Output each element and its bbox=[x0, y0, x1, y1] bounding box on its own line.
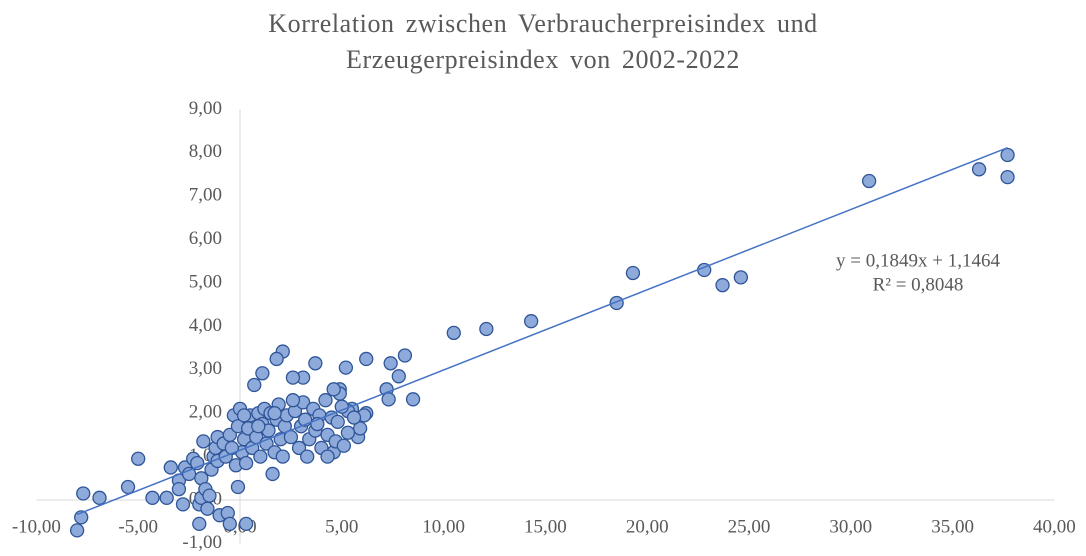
data-point bbox=[200, 501, 215, 516]
data-point bbox=[224, 440, 240, 456]
data-point bbox=[391, 369, 406, 384]
data-point bbox=[715, 278, 730, 293]
y-tick-label: 4,00 bbox=[189, 315, 222, 336]
data-point bbox=[446, 325, 461, 341]
data-point bbox=[308, 356, 323, 371]
data-point bbox=[318, 393, 333, 408]
trendline-r2: R² = 0,8048 bbox=[873, 274, 964, 295]
trendline-equation: y = 0,1849x + 1,1464 bbox=[836, 250, 1000, 271]
data-point bbox=[523, 314, 539, 329]
x-tick-label: 25,00 bbox=[728, 516, 771, 537]
data-point bbox=[131, 451, 146, 466]
data-point bbox=[238, 516, 254, 532]
data-point bbox=[625, 265, 641, 281]
data-point bbox=[238, 455, 254, 471]
data-point bbox=[120, 479, 136, 495]
y-tick-label: -1,00 bbox=[182, 532, 222, 553]
y-tick-label: 9,00 bbox=[189, 98, 222, 119]
data-point bbox=[267, 406, 282, 421]
x-tick-label: 35,00 bbox=[931, 516, 974, 537]
x-tick-label: -5,00 bbox=[118, 516, 158, 537]
data-point bbox=[275, 449, 290, 464]
x-tick-label: 20,00 bbox=[626, 516, 669, 537]
data-point bbox=[291, 440, 307, 456]
data-point bbox=[230, 479, 246, 495]
data-point bbox=[300, 449, 315, 464]
y-tick-label: 8,00 bbox=[189, 141, 222, 162]
x-tick-label: 30,00 bbox=[829, 516, 872, 537]
y-tick-label: 7,00 bbox=[189, 185, 222, 206]
data-point bbox=[222, 516, 237, 532]
x-tick-label: 40,00 bbox=[1033, 516, 1076, 537]
data-point bbox=[381, 392, 396, 407]
data-point bbox=[163, 460, 178, 475]
data-point bbox=[175, 497, 191, 512]
data-point bbox=[971, 162, 987, 177]
x-tick-label: 5,00 bbox=[325, 516, 358, 537]
data-point bbox=[236, 408, 252, 423]
data-point bbox=[255, 366, 270, 381]
data-point bbox=[192, 516, 207, 532]
data-point bbox=[340, 425, 356, 440]
data-point bbox=[334, 399, 349, 414]
data-point bbox=[196, 434, 211, 449]
data-point bbox=[247, 377, 262, 393]
data-point bbox=[861, 173, 877, 189]
data-point bbox=[269, 351, 284, 367]
data-point bbox=[479, 321, 494, 337]
y-tick-label: 2,00 bbox=[189, 402, 222, 423]
data-point bbox=[181, 466, 197, 482]
data-point bbox=[359, 351, 374, 367]
data-point bbox=[405, 392, 421, 407]
data-point bbox=[253, 449, 268, 464]
x-tick-label: -10,00 bbox=[12, 516, 61, 537]
data-point bbox=[338, 360, 354, 375]
y-tick-label: 3,00 bbox=[189, 358, 222, 379]
y-tick-label: 5,00 bbox=[189, 271, 222, 292]
data-point bbox=[346, 410, 362, 425]
x-tick-label: 10,00 bbox=[422, 516, 465, 537]
chart-title: Korrelation zwischen Verbraucherpreisind… bbox=[268, 9, 818, 74]
data-point bbox=[397, 348, 413, 363]
x-tick-label: 15,00 bbox=[524, 516, 567, 537]
data-point bbox=[92, 490, 107, 505]
data-point bbox=[1000, 169, 1015, 185]
data-point bbox=[1000, 147, 1015, 163]
data-point bbox=[336, 438, 351, 453]
data-point bbox=[171, 481, 187, 497]
data-point bbox=[159, 490, 174, 505]
data-point bbox=[383, 356, 398, 371]
data-point bbox=[733, 270, 749, 285]
data-point bbox=[326, 382, 341, 397]
data-point bbox=[285, 370, 301, 385]
data-point bbox=[330, 414, 345, 430]
data-point bbox=[76, 486, 91, 501]
data-point bbox=[202, 488, 217, 503]
data-point bbox=[69, 523, 85, 538]
data-point bbox=[352, 421, 368, 436]
data-point bbox=[251, 419, 266, 434]
data-point bbox=[265, 466, 280, 482]
data-point bbox=[285, 393, 301, 408]
y-tick-label: 6,00 bbox=[189, 228, 222, 249]
data-point bbox=[145, 490, 160, 505]
data-point bbox=[320, 449, 335, 464]
trendline bbox=[76, 147, 1008, 516]
